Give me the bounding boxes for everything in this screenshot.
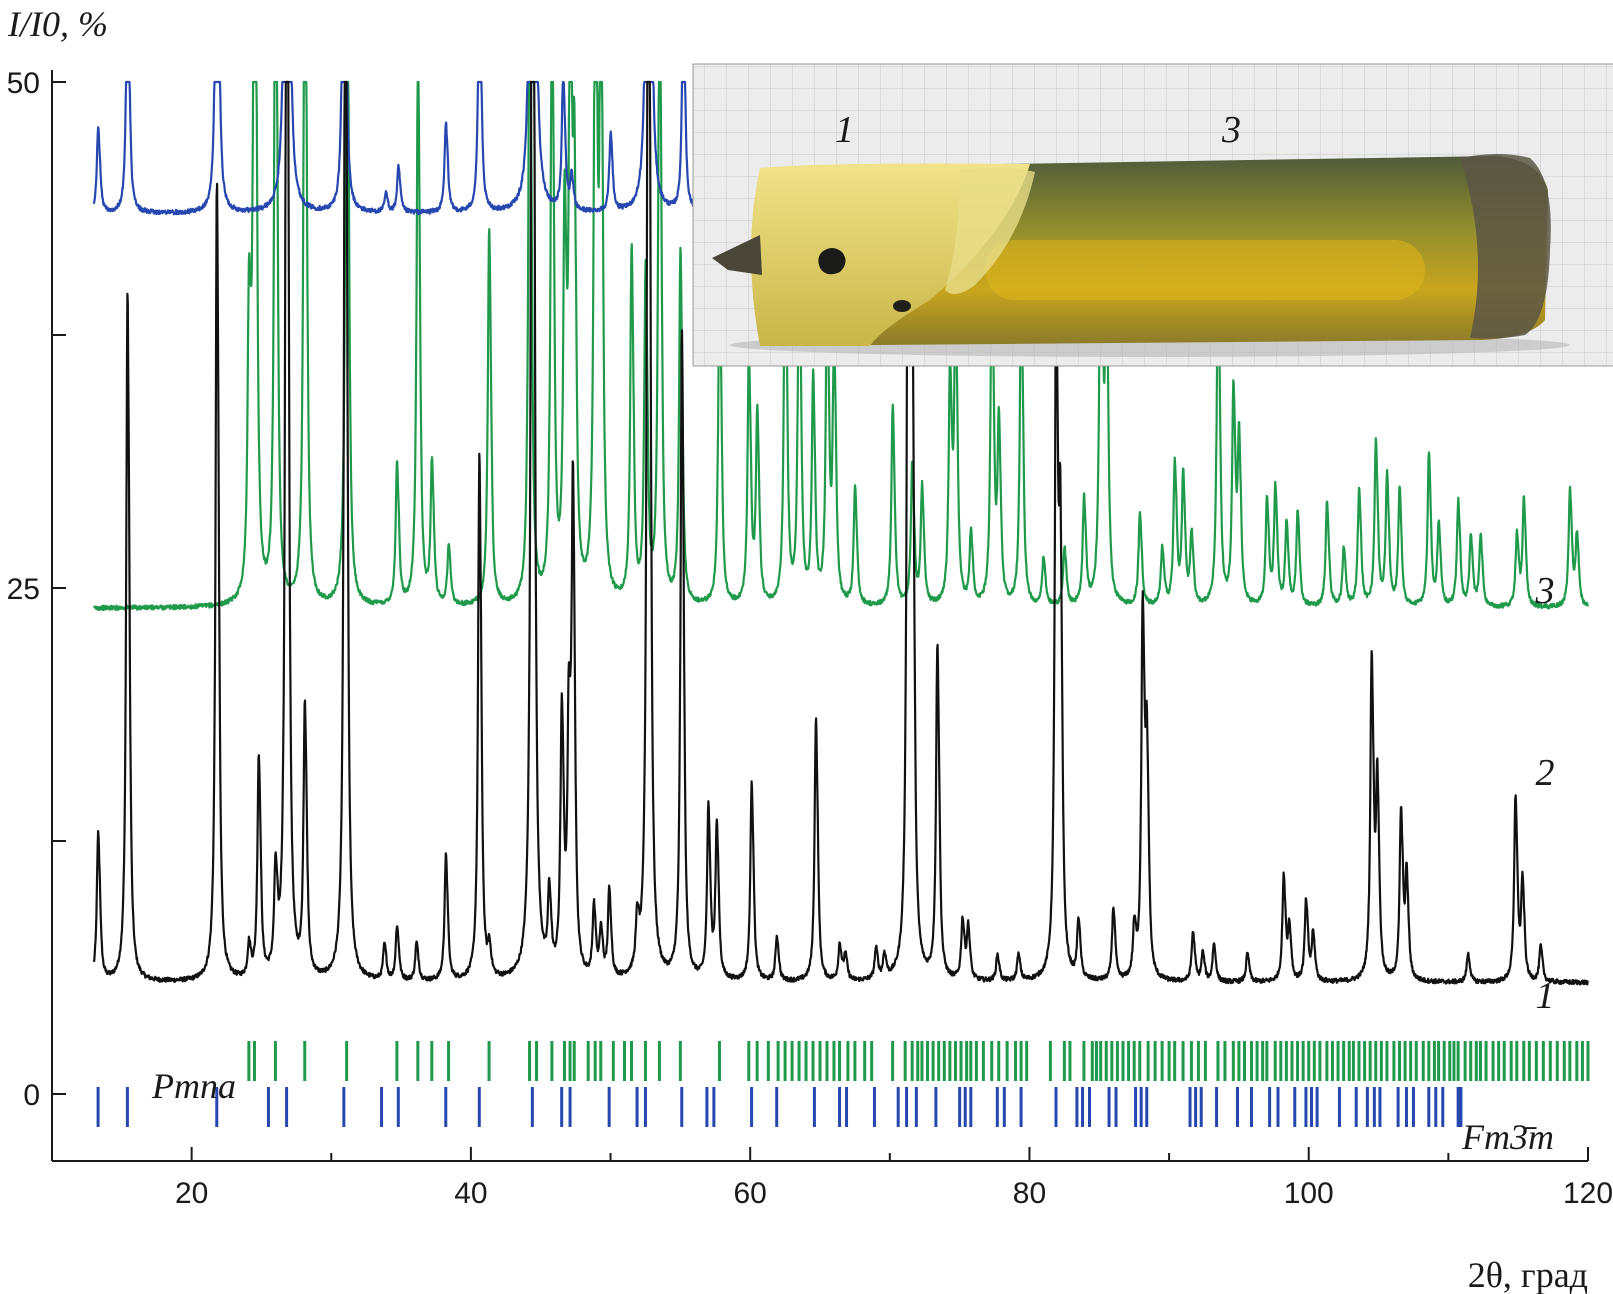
y-ticks: 0 25 50 <box>7 67 66 1112</box>
y-tick-label: 0 <box>23 1079 40 1112</box>
x-tick-label: 40 <box>454 1177 487 1210</box>
axes <box>51 70 1588 1162</box>
rod-inclusion-dark <box>818 248 846 275</box>
phase-label-fm3m: Fm3̄m <box>1461 1117 1554 1157</box>
inset-photo: 1 3 <box>692 63 1613 367</box>
series-line-1 <box>92 80 1589 986</box>
y-tick-label: 25 <box>7 573 40 606</box>
rod-tip <box>712 235 762 275</box>
y-axis-title: I/I0, % <box>7 4 108 44</box>
curve-labels: 1 2 3 Pmna Fm3̄m <box>151 570 1555 1157</box>
x-tick-label: 120 <box>1563 1177 1613 1210</box>
inset-label-3: 3 <box>1221 109 1241 151</box>
rod-cap-facet <box>945 167 1035 294</box>
x-ticks: 20 40 60 80 100 120 <box>51 1147 1613 1210</box>
curve-label-1: 1 <box>1536 975 1555 1017</box>
x-tick-label: 100 <box>1284 1177 1334 1210</box>
rod-inclusion-small <box>893 300 911 312</box>
x-tick-label: 20 <box>175 1177 208 1210</box>
rod-dark-end <box>1460 154 1551 339</box>
y-tick-label: 50 <box>7 67 40 100</box>
inset-border <box>692 63 1613 367</box>
x-axis-title: 2θ, град <box>1468 1255 1588 1294</box>
curve-label-2: 2 <box>1536 752 1555 794</box>
phase-label-pmna: Pmna <box>151 1066 236 1106</box>
inset-label-1: 1 <box>835 109 854 151</box>
rod-glow <box>985 240 1425 300</box>
reference-patterns <box>96 1041 1590 1127</box>
x-tick-label: 80 <box>1013 1177 1046 1210</box>
curve-label-3: 3 <box>1535 570 1555 612</box>
x-tick-label: 60 <box>733 1177 766 1210</box>
